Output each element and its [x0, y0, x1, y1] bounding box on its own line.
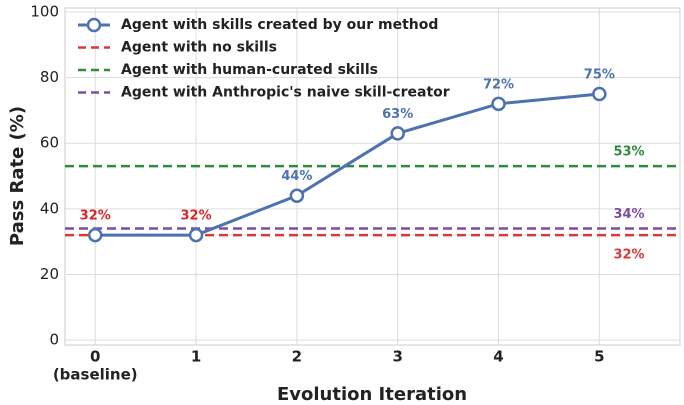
- reference-label: 34%: [613, 207, 644, 222]
- y-axis-label: Pass Rate (%): [7, 106, 28, 246]
- data-point: [87, 227, 103, 243]
- data-point: [592, 86, 607, 102]
- data-point: [491, 96, 506, 112]
- y-tick-label: 100: [30, 2, 59, 20]
- x-tick-label: 5: [594, 348, 604, 366]
- x-axis-label: Evolution Iteration: [277, 384, 467, 405]
- legend-label: Agent with human-curated skills: [121, 62, 378, 78]
- data-label: 44%: [281, 169, 312, 184]
- reference-label: 32%: [613, 248, 644, 263]
- plot-frame: [64, 7, 681, 346]
- legend-label: Agent with skills created by our method: [121, 17, 438, 33]
- reference-label: 53%: [613, 145, 644, 160]
- data-label: 63%: [382, 107, 413, 122]
- series-line: [95, 92, 600, 237]
- data-point: [289, 188, 305, 203]
- y-tick-label: 0: [49, 331, 59, 349]
- legend-label: Agent with Anthropic's naive skill-creat…: [121, 85, 450, 101]
- x-tick-label: 4: [493, 348, 503, 366]
- data-point: [188, 227, 204, 243]
- x-tick-label: 3: [392, 348, 402, 366]
- y-tick-label: 60: [40, 134, 59, 152]
- x-tick-label: 0: [90, 348, 100, 366]
- data-label: 72%: [483, 77, 514, 92]
- legend-marker: [86, 17, 102, 33]
- data-point: [390, 126, 405, 141]
- y-tick-label: 80: [40, 68, 59, 86]
- data-label: 75%: [584, 67, 615, 82]
- x-tick-label: 1: [191, 348, 201, 366]
- y-tick-label: 40: [40, 199, 59, 217]
- x-tick-label: 2: [292, 348, 302, 366]
- x-tick-sublabel: (baseline): [53, 366, 138, 384]
- y-tick-label: 20: [40, 265, 59, 283]
- legend-label: Agent with no skills: [121, 40, 277, 56]
- data-label: 32%: [181, 209, 212, 224]
- data-label: 32%: [80, 209, 111, 224]
